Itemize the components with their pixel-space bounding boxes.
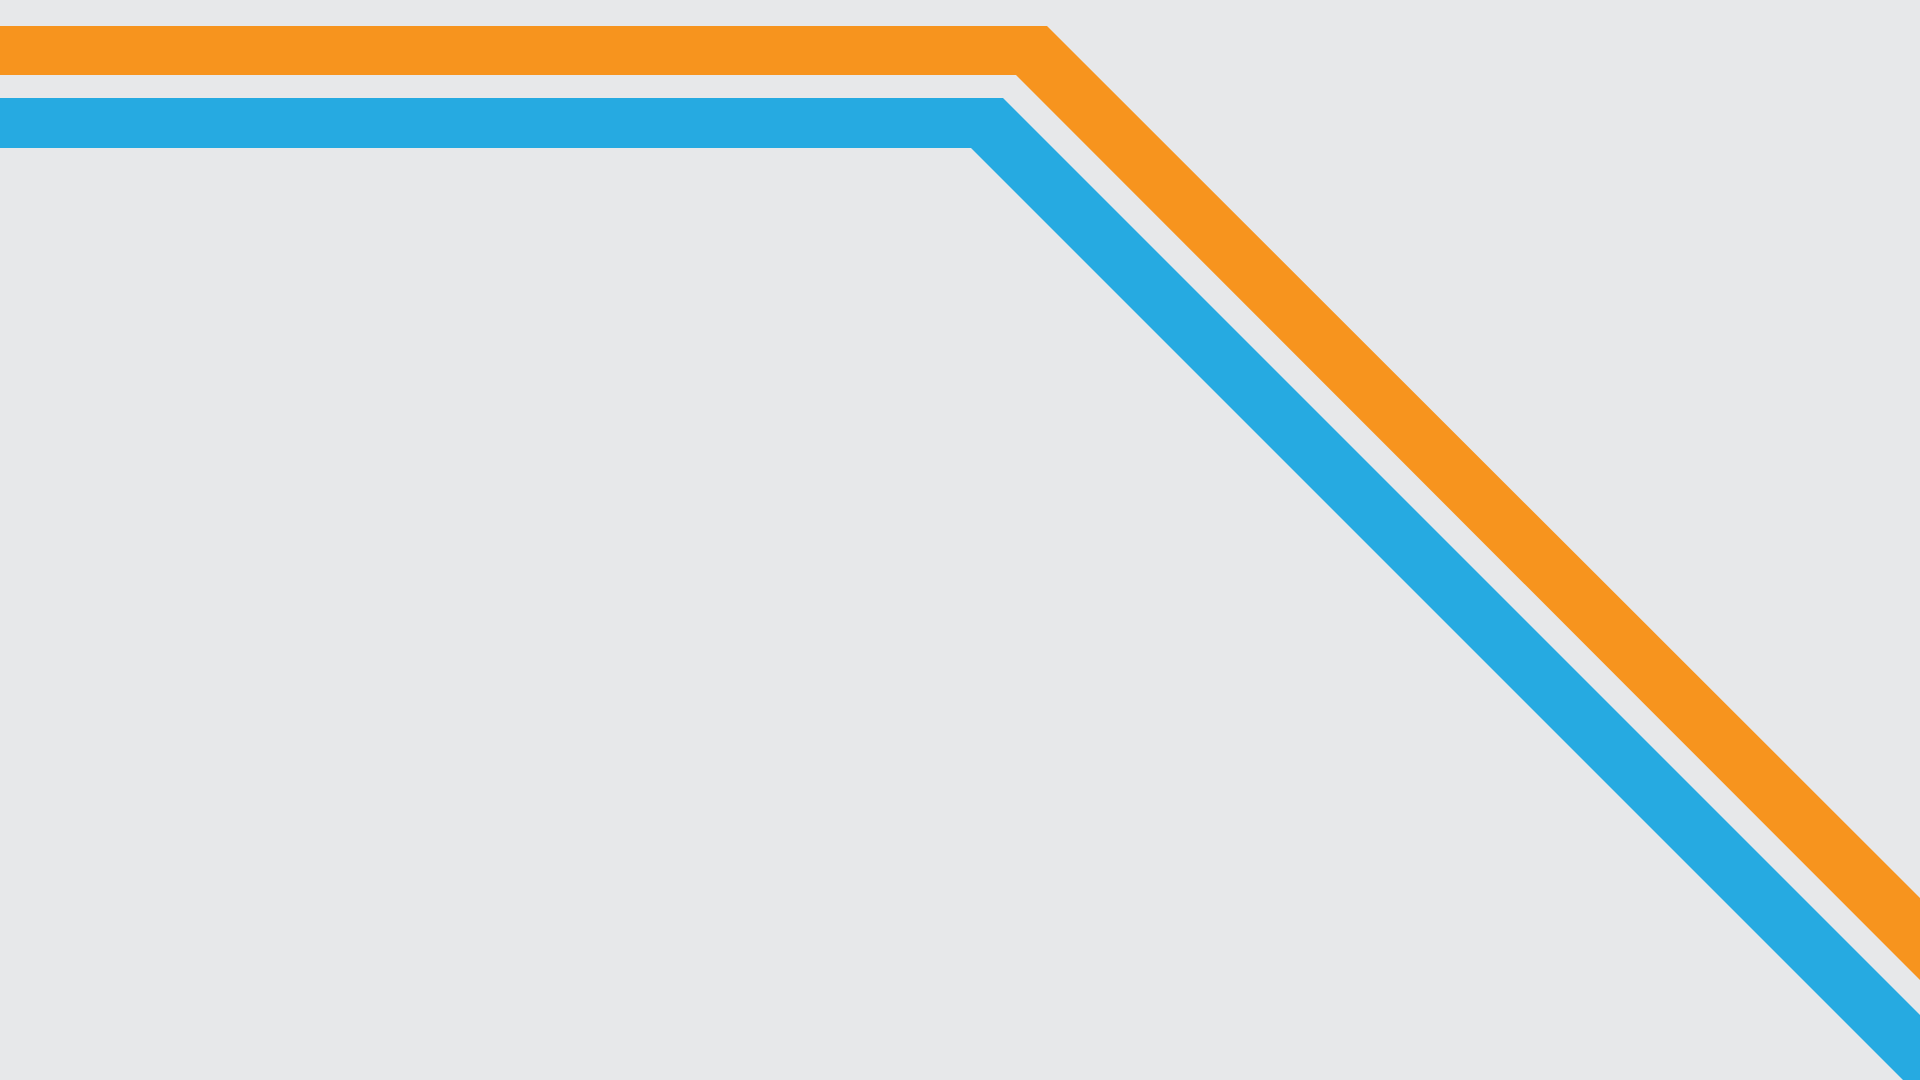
orange-stripe xyxy=(0,26,1920,980)
blue-stripe xyxy=(0,98,1920,1080)
